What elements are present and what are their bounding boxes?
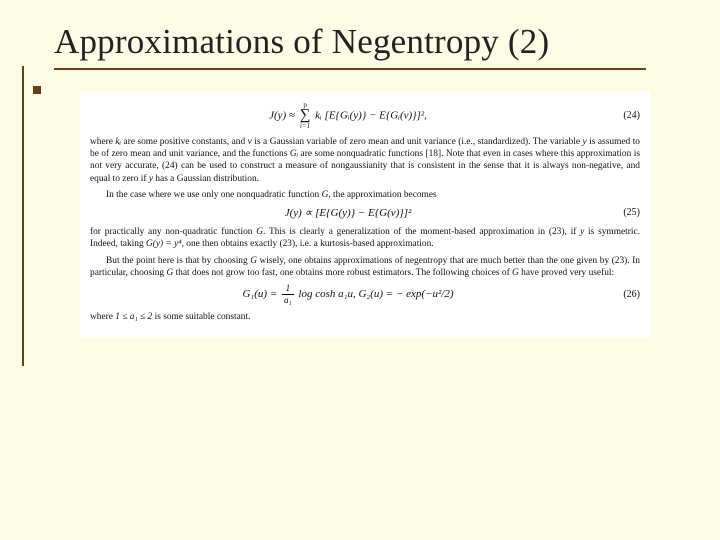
sum-lower: i=1 — [300, 123, 311, 130]
equation-26: G₁(u) = 1 a₁ log cosh a₁u, G₂(u) = − exp… — [90, 284, 640, 305]
paragraph-5: where 1 ≤ a₁ ≤ 2 is some suitable consta… — [90, 311, 640, 323]
p4a: But the point here is that by choosing — [106, 256, 250, 266]
p3b: G — [256, 227, 263, 237]
paragraph-4: But the point here is that by choosing G… — [90, 255, 640, 280]
p5c: is some suitable constant. — [152, 312, 250, 322]
p3c: . This is clearly a generalization of th… — [263, 227, 580, 237]
p2a: In the case where we use only one nonqua… — [106, 190, 322, 200]
p4f: G — [512, 268, 519, 278]
eq24-body: kᵢ [E{Gᵢ(y)} − E{Gᵢ(ν)}]², — [315, 109, 427, 121]
eq24-lhs: J(y) ≈ — [269, 109, 298, 121]
p2c: , the approximation becomes — [328, 190, 436, 200]
p4e: that does not grow too fast, one obtains… — [173, 268, 512, 278]
title-area: Approximations of Negentropy (2) — [0, 0, 720, 78]
p1c: are some positive constants, and — [121, 137, 248, 147]
paragraph-1: where kᵢ are some positive constants, an… — [90, 136, 640, 186]
sigma-icon: ∑ — [300, 109, 311, 123]
side-rule — [22, 66, 24, 366]
p1h: Gᵢ — [290, 149, 298, 159]
paragraph-2: In the case where we use only one nonqua… — [90, 189, 640, 201]
slide: Approximations of Negentropy (2) J(y) ≈ … — [0, 0, 720, 540]
title-underline — [54, 68, 646, 70]
p4b: G — [250, 256, 257, 266]
equation-24: J(y) ≈ p ∑ i=1 kᵢ [E{Gᵢ(y)} − E{Gᵢ(ν)}]²… — [90, 102, 640, 130]
fraction: 1 a₁ — [282, 284, 294, 305]
eq25-number: (25) — [606, 206, 640, 219]
eq24-number: (24) — [606, 109, 640, 122]
p4g: have proved very useful: — [519, 268, 614, 278]
p3a: for practically any non-quadratic functi… — [90, 227, 256, 237]
p1a: where — [90, 137, 115, 147]
eq26-g1-lhs: G₁(u) = — [242, 288, 280, 300]
p1k: has a Gaussian distribution. — [153, 174, 259, 184]
paragraph-3: for practically any non-quadratic functi… — [90, 226, 640, 251]
eq26-g2: G₂(u) = − exp(−u²/2) — [358, 288, 453, 300]
p3g: , one then obtains exactly (23), i.e. a … — [182, 239, 434, 249]
eq26-g1-rhs: log cosh a₁u, — [298, 288, 358, 300]
p5b: 1 ≤ a₁ ≤ 2 — [115, 312, 152, 322]
frac-num: 1 — [282, 284, 294, 295]
p1e: is a Gaussian variable of zero mean and … — [252, 137, 583, 147]
equation-25: J(y) ∝ [E{G(y)} − E{G(ν)}]² (25) — [90, 206, 640, 221]
sum-symbol: p ∑ i=1 — [300, 102, 311, 130]
eq26-number: (26) — [606, 288, 640, 301]
slide-title: Approximations of Negentropy (2) — [54, 22, 680, 62]
eq25-body: J(y) ∝ [E{G(y)} − E{G(ν)}]² — [90, 206, 606, 221]
frac-den: a₁ — [282, 295, 294, 305]
p5a: where — [90, 312, 115, 322]
content-panel: J(y) ≈ p ∑ i=1 kᵢ [E{Gᵢ(y)} − E{Gᵢ(ν)}]²… — [80, 92, 650, 337]
p3f: G(y) = y⁴ — [146, 239, 182, 249]
bullet-square — [33, 86, 41, 94]
